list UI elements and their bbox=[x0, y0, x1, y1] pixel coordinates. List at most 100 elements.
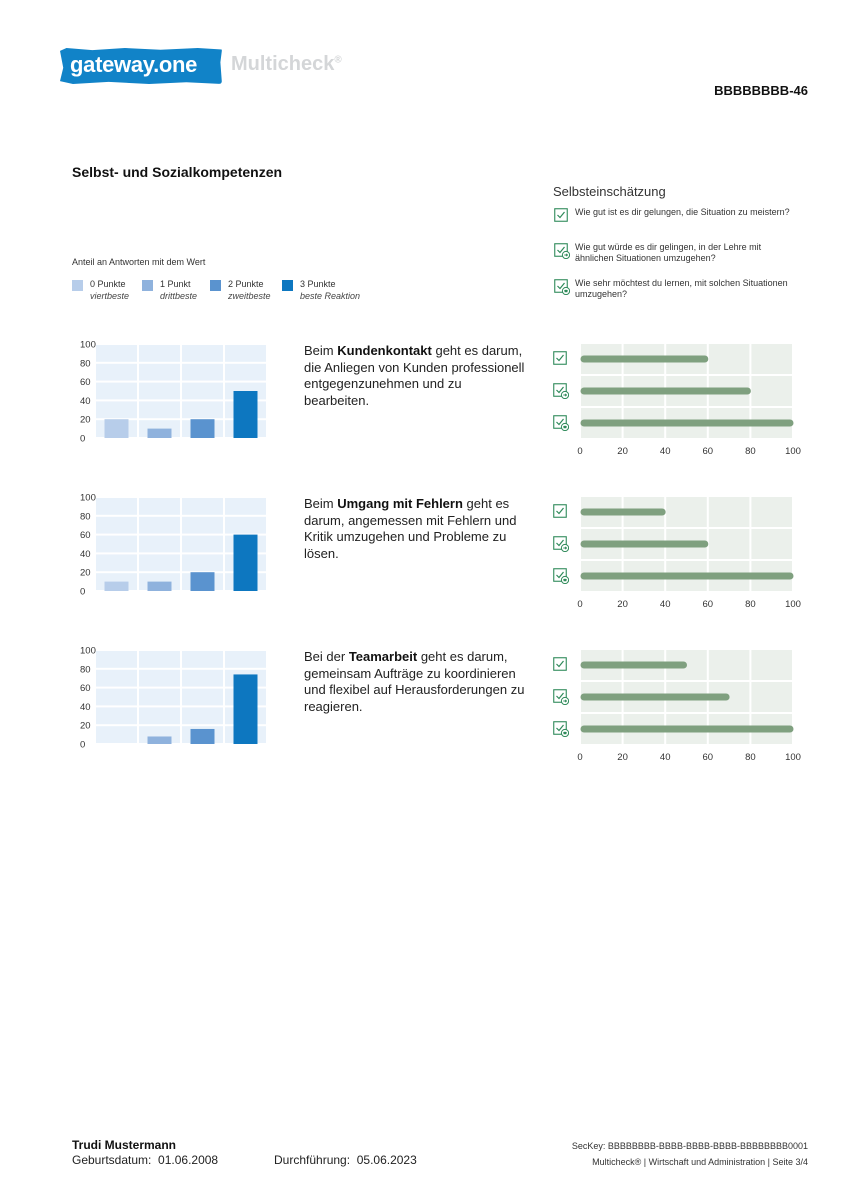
footer-name: Trudi Mustermann bbox=[72, 1138, 177, 1152]
icon-arrow bbox=[563, 393, 568, 397]
birthdate-label: Geburtsdatum: bbox=[72, 1153, 152, 1167]
bar-chart: 0 20 40 60 80 100 bbox=[80, 340, 266, 445]
y-tick-label: 100 bbox=[80, 646, 96, 657]
x-tick-label: 0 bbox=[577, 752, 582, 763]
check-icon bbox=[554, 208, 568, 222]
competency-keyword: Teamarbeit bbox=[348, 649, 418, 664]
legend-title: Anteil an Antworten mit dem Wert bbox=[72, 257, 206, 267]
x-tick-label: 60 bbox=[703, 599, 714, 610]
bar-2 bbox=[190, 728, 215, 744]
grid-cell bbox=[225, 363, 266, 381]
check-heart-icon bbox=[553, 568, 569, 584]
check-arrow-icon bbox=[553, 536, 569, 552]
grid-cell bbox=[182, 554, 223, 572]
legend-sublabel: beste Reaktion bbox=[300, 291, 361, 301]
bar-1 bbox=[147, 428, 172, 438]
y-tick-label: 0 bbox=[80, 587, 85, 598]
grid-cell bbox=[751, 497, 792, 527]
legend-label: 1 Punkt bbox=[160, 279, 191, 289]
grid-cell bbox=[96, 498, 137, 515]
self-assessment-question: Wie gut würde es dir gelingen, in der Le… bbox=[575, 242, 762, 263]
grid-cell bbox=[182, 401, 223, 419]
grid-cell bbox=[751, 376, 792, 406]
check-heart-icon bbox=[554, 279, 570, 295]
x-tick-label: 100 bbox=[785, 752, 801, 763]
x-tick-label: 40 bbox=[660, 446, 671, 457]
x-tick-label: 80 bbox=[745, 446, 756, 457]
icon-box bbox=[553, 415, 567, 429]
grid-cell bbox=[182, 345, 223, 362]
grid-cell bbox=[751, 650, 792, 680]
y-tick-label: 20 bbox=[80, 415, 91, 426]
icon-box bbox=[554, 208, 568, 222]
icon-heart bbox=[563, 578, 567, 582]
self-assessment-chart: 0 20 40 60 80 100 bbox=[577, 497, 801, 610]
grid-cell bbox=[96, 516, 137, 534]
description-text: geht es darum, gemeinsam Aufträge zu koo… bbox=[304, 649, 525, 714]
grid-cell bbox=[96, 651, 137, 668]
legend-swatch bbox=[142, 280, 153, 291]
x-tick-label: 40 bbox=[660, 599, 671, 610]
grid-cell bbox=[96, 669, 137, 687]
check-heart-icon bbox=[553, 721, 569, 737]
icon-check bbox=[556, 724, 564, 732]
grid-cell bbox=[708, 497, 750, 527]
grid-cell bbox=[708, 344, 750, 374]
icon-check bbox=[556, 571, 564, 579]
icon-check bbox=[556, 539, 564, 547]
grid-cell bbox=[182, 382, 223, 400]
grid-cell bbox=[751, 529, 792, 559]
competency-description: Beim Kundenkontakt geht es darum, die An… bbox=[304, 343, 529, 409]
grid-cell bbox=[96, 345, 137, 362]
grid-cell bbox=[139, 363, 180, 381]
grid-cell bbox=[139, 688, 180, 706]
bar-2 bbox=[190, 572, 215, 591]
icon-box bbox=[553, 383, 567, 397]
icon-check bbox=[557, 211, 565, 219]
y-tick-label: 80 bbox=[80, 664, 91, 675]
grid-cell bbox=[139, 707, 180, 725]
grid-cell bbox=[96, 726, 137, 743]
x-tick-label: 40 bbox=[660, 752, 671, 763]
icon-check bbox=[556, 354, 564, 362]
grid-cell bbox=[96, 363, 137, 381]
grid-cell bbox=[96, 688, 137, 706]
grid-cell bbox=[225, 516, 266, 534]
icon-check bbox=[557, 246, 565, 254]
grid-cell bbox=[139, 651, 180, 668]
bar-3 bbox=[233, 674, 258, 744]
y-tick-label: 40 bbox=[80, 396, 91, 407]
grid-cell bbox=[225, 651, 266, 668]
icon-arrow bbox=[563, 699, 568, 703]
section-title: Selbst- und Sozialkompetenzen bbox=[72, 164, 283, 180]
check-heart-icon bbox=[553, 415, 569, 431]
x-tick-label: 20 bbox=[617, 752, 628, 763]
x-tick-label: 80 bbox=[745, 599, 756, 610]
legend-swatch bbox=[72, 280, 83, 291]
icon-arrow bbox=[563, 546, 568, 550]
y-tick-label: 60 bbox=[80, 377, 91, 388]
y-tick-label: 40 bbox=[80, 549, 91, 560]
icon-box bbox=[553, 689, 567, 703]
y-tick-label: 80 bbox=[80, 358, 91, 369]
description-text: Beim bbox=[304, 343, 338, 358]
grid-cell bbox=[708, 650, 750, 680]
legend-sublabel: viertbeste bbox=[90, 291, 130, 301]
grid-cell bbox=[666, 497, 707, 527]
grid-cell bbox=[225, 498, 266, 515]
product-name-text: Multicheck bbox=[231, 53, 335, 75]
legend-sublabel: drittbeste bbox=[160, 291, 198, 301]
self-assessment-chart: 0 20 40 60 80 100 bbox=[577, 344, 801, 457]
grid-cell bbox=[139, 516, 180, 534]
icon-box bbox=[554, 279, 568, 293]
x-tick-label: 80 bbox=[745, 752, 756, 763]
icon-box bbox=[553, 657, 567, 671]
check-icon bbox=[553, 504, 567, 518]
icon-box bbox=[553, 504, 567, 518]
check-arrow-icon bbox=[553, 689, 569, 705]
grid-cell bbox=[139, 498, 180, 515]
competency-description: Beim Umgang mit Fehlern geht es darum, a… bbox=[304, 496, 529, 562]
grid-cell bbox=[139, 382, 180, 400]
bar-3 bbox=[233, 534, 258, 591]
icon-heart bbox=[564, 289, 568, 293]
